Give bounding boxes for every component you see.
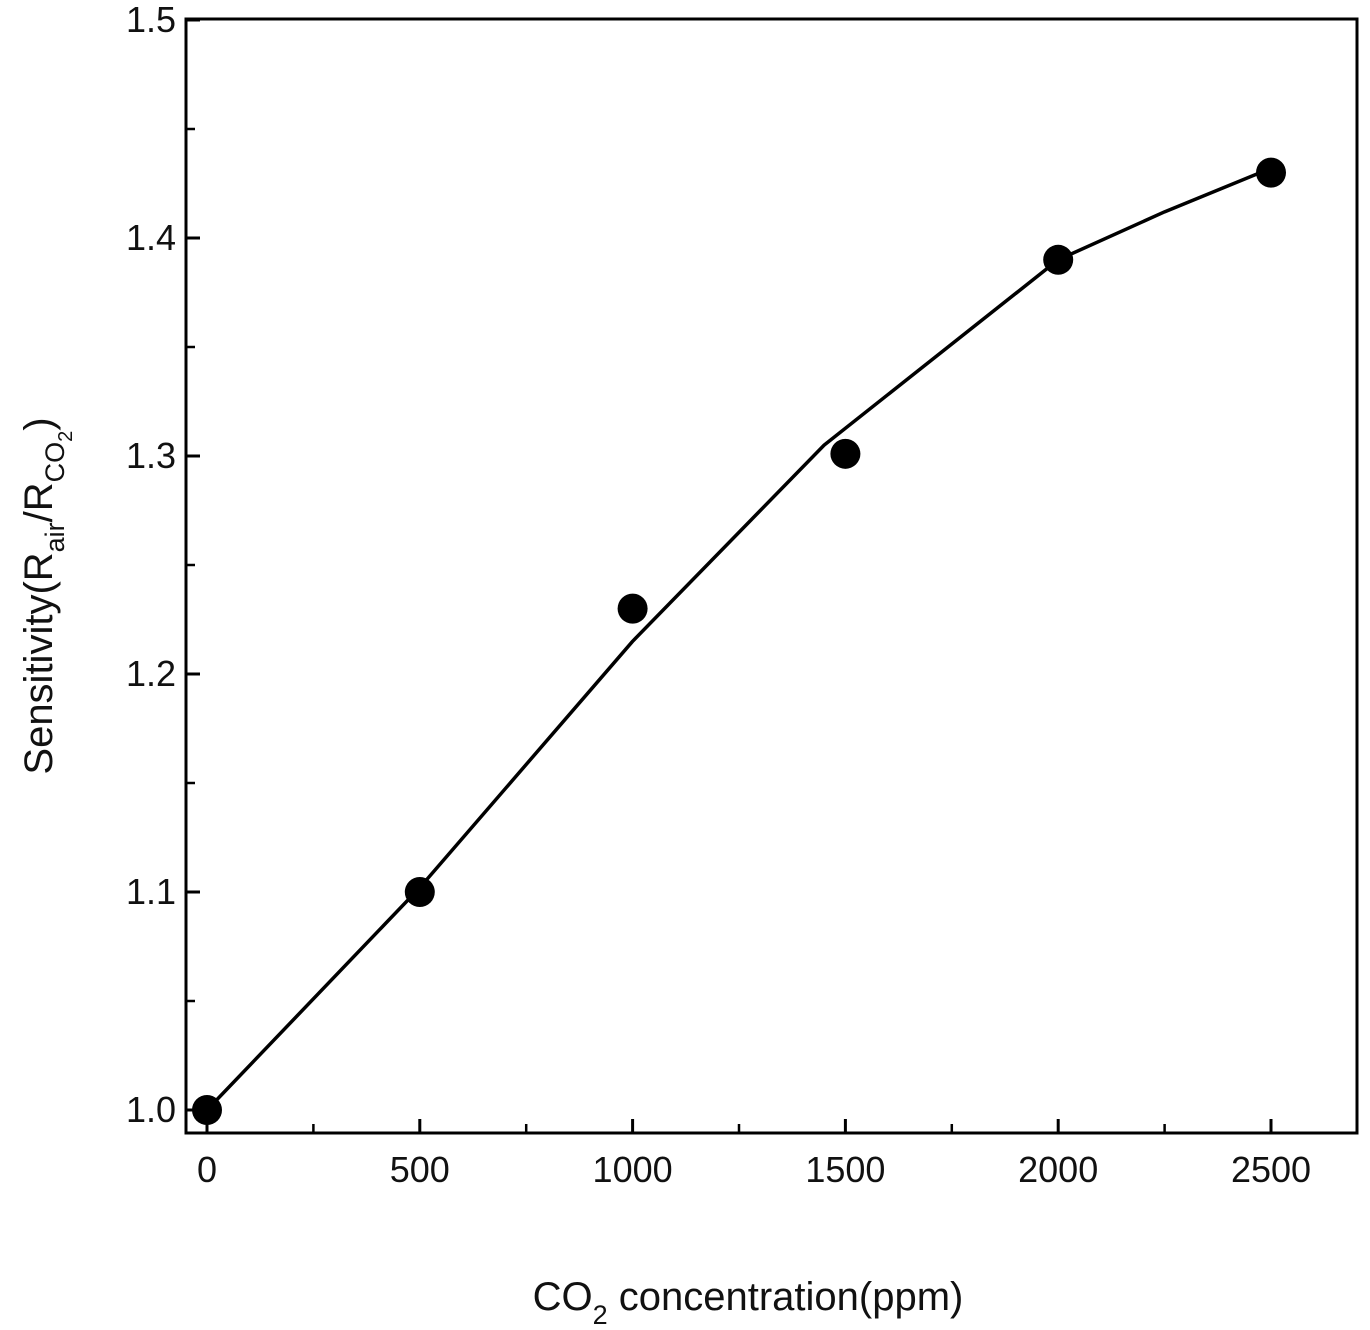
x-tick-label: 0 bbox=[197, 1149, 217, 1190]
y-axis-title-suffix: ) bbox=[17, 417, 61, 430]
plot-frame bbox=[184, 17, 1359, 1135]
y-tick-label: 1.4 bbox=[126, 217, 176, 258]
y-tick-label: 1.2 bbox=[126, 653, 176, 694]
x-axis-ticks bbox=[205, 1119, 1273, 1133]
y-axis-tick-labels: 1.0 1.1 1.2 1.3 1.4 1.5 bbox=[126, 0, 176, 1130]
fit-line bbox=[205, 166, 1272, 1112]
x-tick-label: 2000 bbox=[1018, 1149, 1098, 1190]
data-point bbox=[1043, 244, 1074, 275]
x-tick-label: 1500 bbox=[805, 1149, 885, 1190]
y-tick-label: 1.1 bbox=[126, 871, 176, 912]
data-point bbox=[192, 1095, 222, 1125]
data-point bbox=[1256, 157, 1286, 188]
y-tick-label: 1.5 bbox=[126, 0, 176, 40]
data-point bbox=[617, 593, 648, 624]
x-axis-title-tail: concentration(ppm) bbox=[608, 1275, 964, 1319]
x-tick-label: 500 bbox=[390, 1149, 450, 1190]
data-point bbox=[404, 877, 435, 907]
x-axis-title-sub: 2 bbox=[593, 1300, 608, 1330]
y-tick-label: 1.0 bbox=[126, 1089, 176, 1130]
y-axis-title-prefix: Sensitivity(R bbox=[17, 552, 61, 774]
x-axis-title-main: CO bbox=[533, 1275, 593, 1319]
y-axis-title: Sensitivity(Rair/RCO2) bbox=[17, 417, 77, 774]
y-axis-title-mid: /R bbox=[17, 482, 61, 522]
series-layer bbox=[192, 157, 1286, 1125]
y-axis-title-sub1: air bbox=[40, 522, 70, 552]
x-tick-label: 2500 bbox=[1231, 1149, 1311, 1190]
x-axis-title: CO2 concentration(ppm) bbox=[533, 1275, 964, 1330]
y-tick-label: 1.3 bbox=[126, 435, 176, 476]
data-point bbox=[830, 438, 861, 469]
y-axis-title-subsub: 2 bbox=[55, 431, 77, 442]
y-axis-title-sub2: CO bbox=[40, 442, 70, 483]
x-tick-label: 1000 bbox=[593, 1149, 673, 1190]
x-axis-tick-labels: 0 500 1000 1500 2000 2500 bbox=[197, 1149, 1311, 1190]
y-axis-ticks bbox=[186, 18, 200, 1112]
